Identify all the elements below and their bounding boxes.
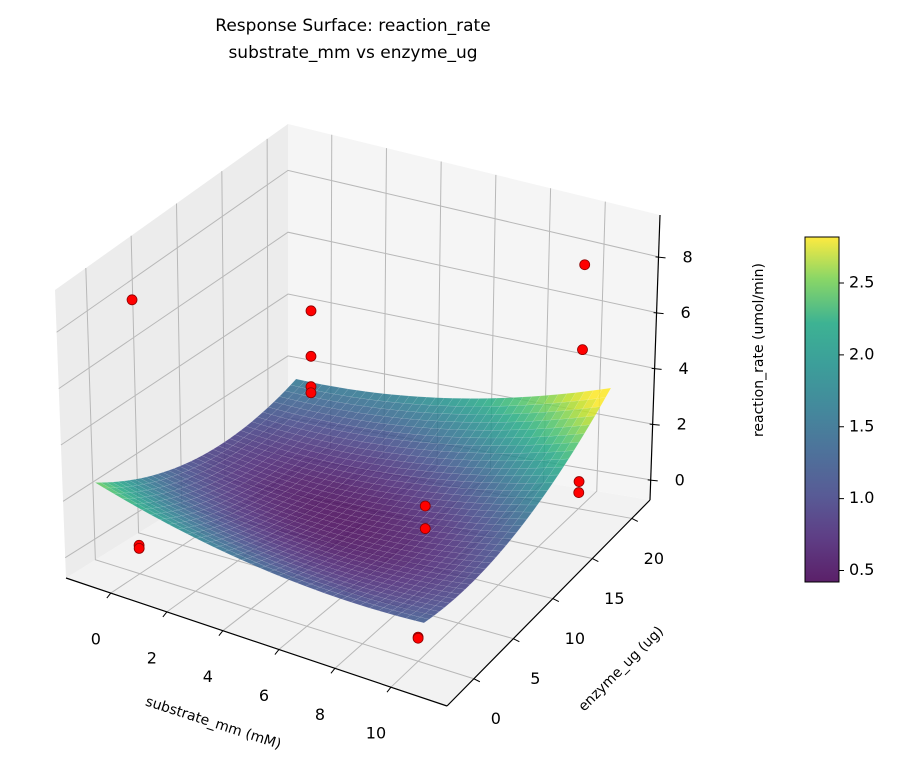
data-point (133, 543, 145, 554)
data-point (573, 476, 585, 487)
x-tick-mark (218, 630, 224, 637)
tick-labels: 0 2 4 6 8 10 0 5 10 15 20 0 2 4 6 8 (91, 247, 693, 742)
z-tick-label: 6 (680, 303, 690, 322)
data-point (305, 350, 317, 362)
x-tick-mark (274, 649, 280, 655)
data-point (579, 259, 591, 271)
colorbar-gradient (804, 236, 840, 583)
surface-patch (502, 531, 518, 540)
z-axis-label: reaction_rate (umol/min) (751, 263, 767, 437)
x-tick-mark (106, 592, 112, 599)
data-point (419, 523, 431, 534)
z-grid-line (56, 169, 659, 333)
z-tick-label: 2 (677, 415, 687, 434)
y-tick-label: 20 (644, 549, 664, 568)
x-tick-label: 10 (366, 724, 386, 743)
surface-patch (575, 424, 591, 435)
surface-patch (569, 433, 585, 444)
colorbar-tick-label: 2.0 (849, 344, 874, 363)
z-tick-mark (655, 256, 666, 259)
x-tick-label: 2 (147, 648, 157, 667)
surface-patch (465, 572, 481, 580)
x-tick-label: 4 (203, 667, 213, 686)
surface (94, 378, 612, 624)
surface-patch (517, 511, 533, 520)
data-point (126, 294, 138, 306)
data-point (305, 305, 317, 317)
surface-patch (460, 577, 476, 585)
x-tick-mark (386, 686, 392, 693)
z-grid-line (58, 231, 657, 390)
x-tick-mark (330, 668, 336, 674)
y-tick-label: 0 (491, 709, 501, 728)
z-tick-label: 8 (682, 247, 692, 266)
surface-patch (559, 450, 575, 460)
x-tick-label: 6 (259, 686, 269, 705)
data-point (577, 344, 588, 356)
y-tick-mark (552, 598, 560, 603)
y-tick-label: 10 (565, 629, 585, 648)
y-axis-label: enzyme_ug (ug) (575, 623, 666, 714)
z-grid-line (60, 293, 655, 446)
surface-patch (445, 592, 461, 599)
colorbar-tick-label: 2.5 (849, 273, 874, 292)
y-tick-mark (513, 638, 520, 643)
data-point (412, 632, 424, 644)
surface-patch (440, 596, 456, 604)
colorbar-tick-label: 1.0 (849, 488, 874, 507)
y-grid-line (85, 268, 475, 680)
z-tick-mark (651, 367, 662, 370)
z-tick-label: 0 (675, 470, 685, 489)
chart-title-line1: Response Surface: reaction_rate (215, 16, 490, 36)
surface-patch (507, 525, 523, 533)
y-axis-line (446, 499, 651, 707)
x-tick-label: 8 (315, 705, 325, 724)
z-tick-label: 4 (679, 359, 689, 378)
axis-lines (65, 214, 666, 707)
z-tick-mark (647, 479, 658, 482)
chart-title-line2: substrate_mm vs enzyme_ug (228, 43, 477, 63)
surface-patch (491, 544, 507, 552)
x-tick-label: 0 (91, 630, 101, 649)
y-tick-label: 15 (604, 589, 624, 608)
colorbar-tick-label: 1.5 (849, 416, 874, 435)
surface-patch (414, 616, 430, 624)
y-tick-mark (473, 678, 481, 683)
surface-patch (471, 567, 487, 575)
x-tick-mark (162, 611, 168, 618)
z-tick-mark (653, 312, 664, 315)
z-axis-line (649, 214, 661, 501)
surface-patch (476, 561, 492, 569)
data-point (419, 500, 431, 512)
data-point (573, 487, 585, 498)
surface-patch (450, 587, 466, 595)
x-axis-line (65, 577, 448, 707)
surface-patch (554, 458, 570, 468)
surface-patch (522, 504, 538, 513)
y-tick-label: 5 (530, 669, 540, 688)
colorbar: 0.5 1.0 1.5 2.0 2.5 (804, 236, 874, 583)
surface-patch (533, 490, 549, 499)
data-point (305, 387, 317, 399)
colorbar-tick-label: 0.5 (849, 560, 874, 579)
scatter-points (126, 259, 591, 644)
y-tick-mark (631, 517, 639, 522)
y-tick-mark (592, 558, 599, 562)
x-grid-line (390, 201, 606, 688)
z-tick-mark (649, 423, 660, 426)
